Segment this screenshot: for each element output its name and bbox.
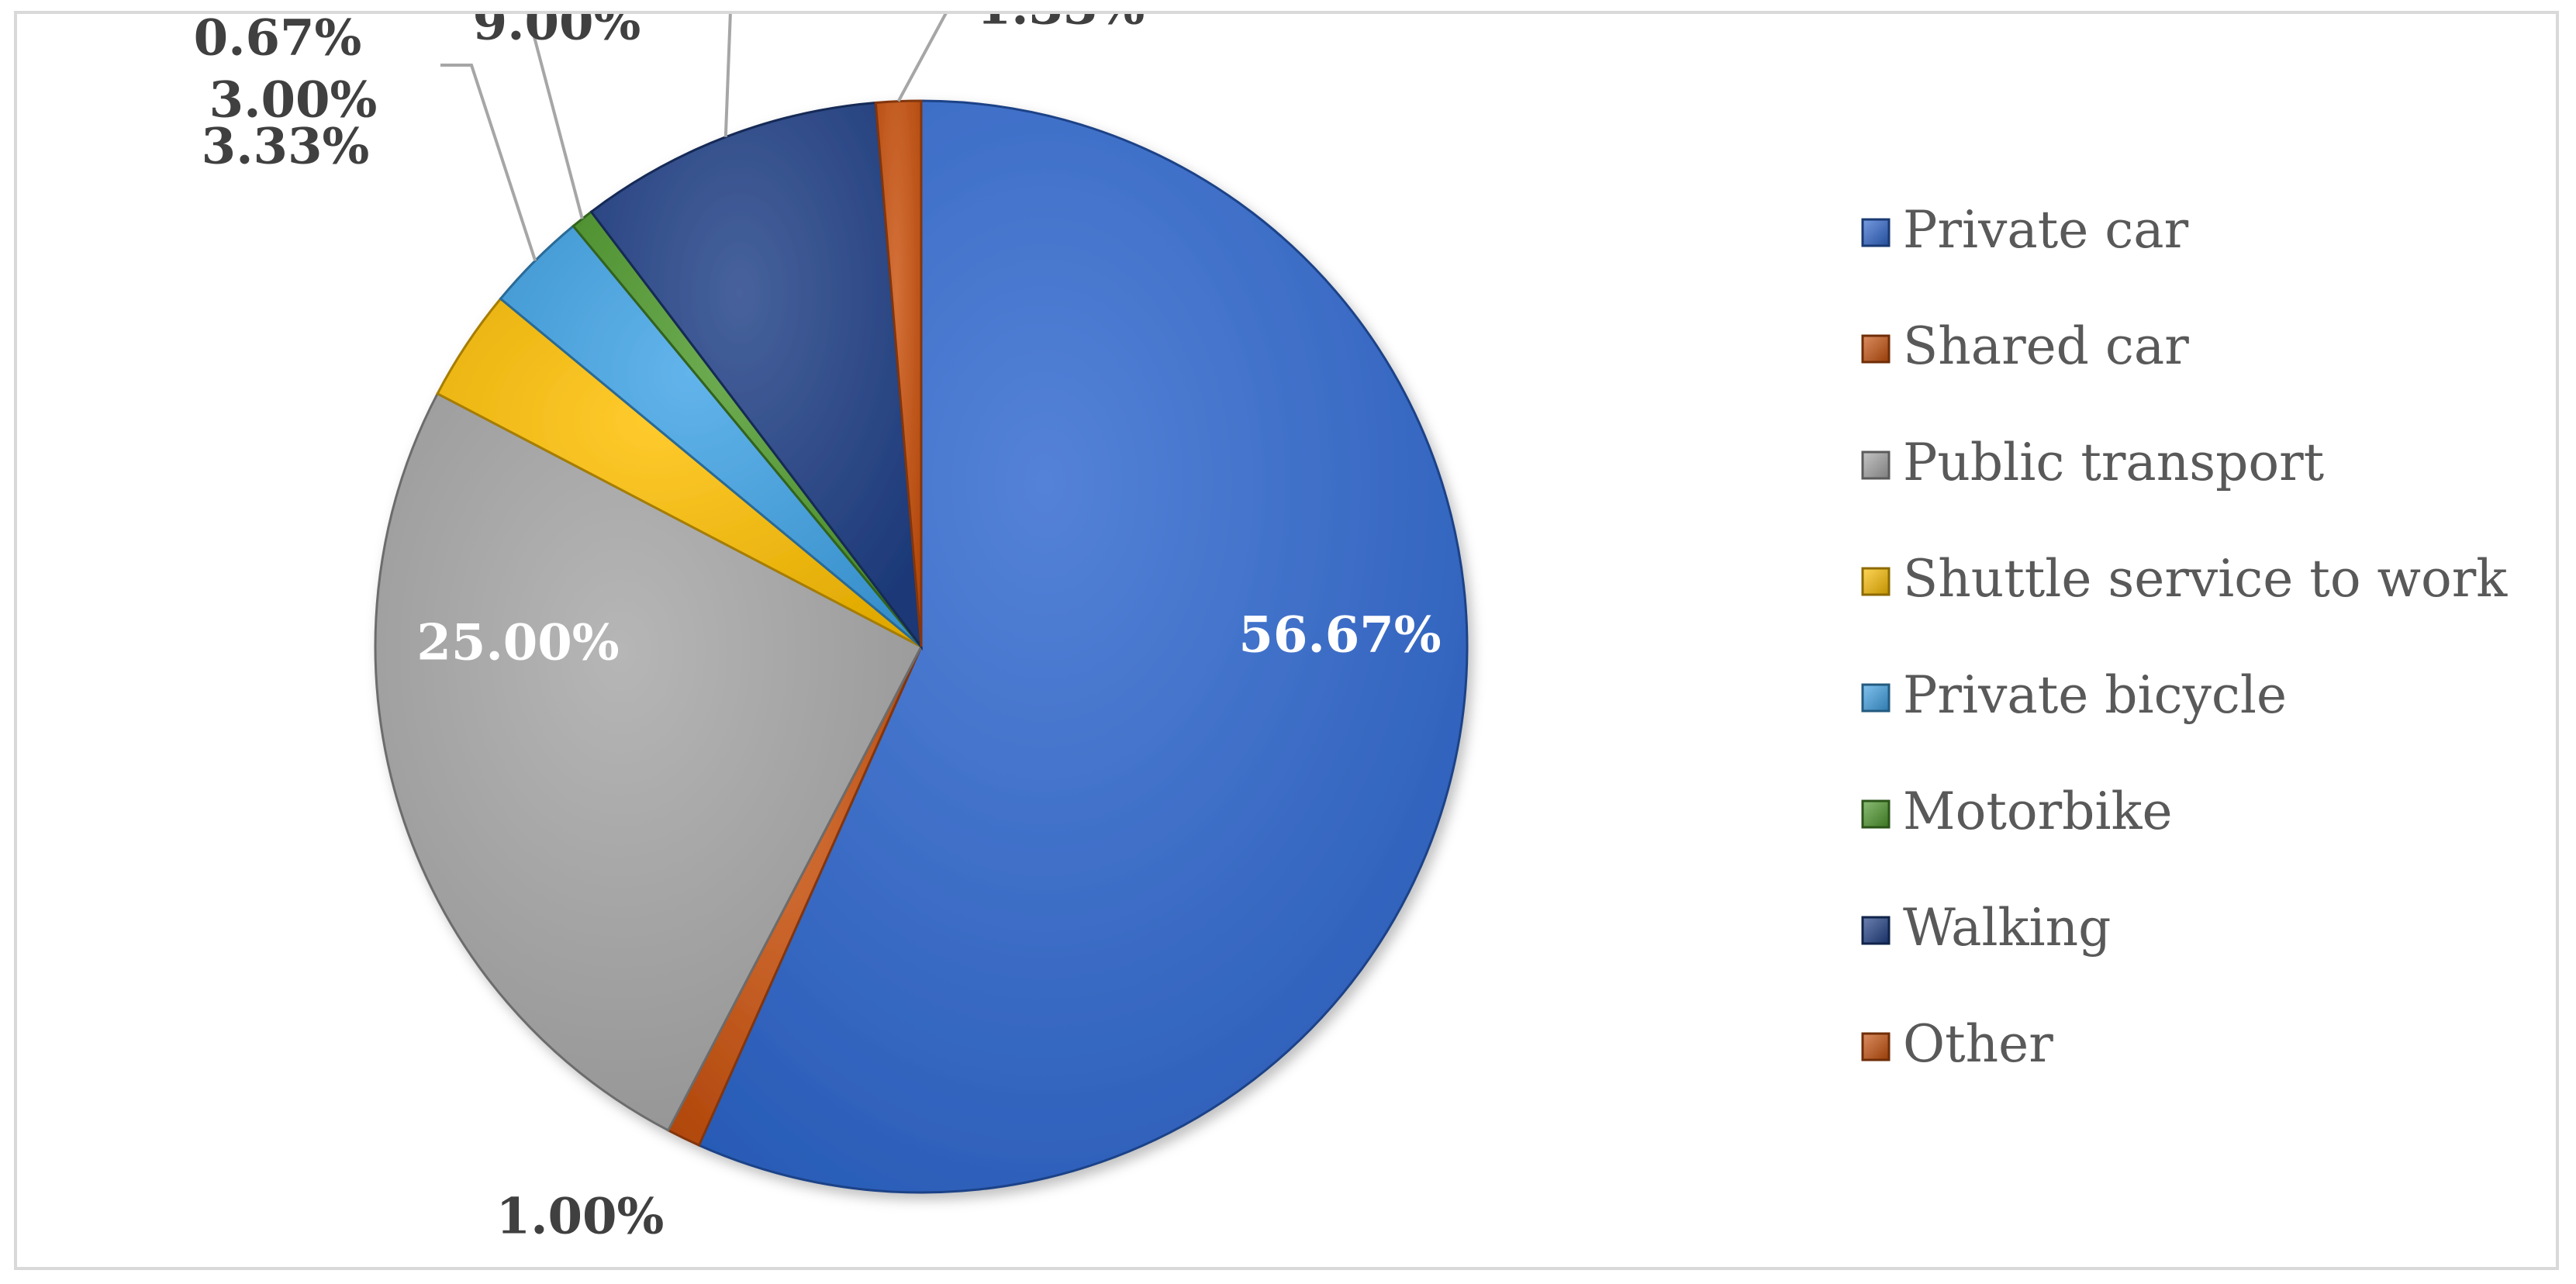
pie-slice-other [874,99,923,647]
legend-item-private-car: Private car [1861,200,2189,260]
leader-lines [440,14,948,261]
pie-slice-public-transport [374,392,924,1132]
legend-item-shared-car: Shared car [1861,316,2189,376]
data-label-other: 1.33% [977,14,1145,36]
pie-chart: 56.67% 1.00% 25.00% 3.33%3.00%0.67% 9.00% 1.3… [194,14,2508,1246]
legend-swatch-shuttle-service-to-work [1861,567,1891,596]
chart-frame: 56.67% 1.00% 25.00% 3.33%3.00%0.67% 9.00% 1.3… [14,11,2559,1270]
leader-line-walking [723,14,732,137]
data-label-motorbike: 0.67% [194,14,362,67]
pie-slice-walking [589,101,923,651]
legend-item-motorbike: Motorbike [1861,782,2173,841]
legend-item-public-transport: Public transport [1861,433,2324,492]
legend-swatch-public-transport [1861,450,1891,480]
leader-line-private-bicycle [440,64,537,261]
legend-item-private-bicycle: Private bicycle [1861,665,2287,725]
pie-slice-private-car [697,99,1469,1194]
legend-label-public-transport: Public transport [1903,433,2324,492]
legend-label-private-bicycle: Private bicycle [1903,665,2287,725]
legend-swatch-walking [1861,916,1891,945]
legend-label-other: Other [1903,1014,2053,1074]
legend-swatch-shared-car [1861,334,1891,364]
legend-label-shared-car: Shared car [1903,316,2189,376]
legend-swatch-motorbike [1861,799,1891,829]
pie-slices [374,99,1469,1194]
legend-item-walking: Walking [1861,898,2111,958]
data-label-shuttle-service-to-work: 3.33% [202,118,370,176]
data-label-walking: 9.00% [473,14,641,52]
legend-swatch-private-car [1861,218,1891,247]
legend-label-shuttle-service-to-work: Shuttle service to work [1903,549,2508,609]
legend-label-private-car: Private car [1903,200,2189,260]
legend: Private car Shared car Public transport Shu… [1861,200,2508,1074]
data-label-private-car: 56.67% [1238,606,1441,664]
legend-label-motorbike: Motorbike [1903,782,2173,841]
data-label-public-transport: 25.00% [416,614,619,672]
data-labels: 56.67% 1.00% 25.00% 3.33%3.00%0.67% 9.00% 1.3… [194,14,1442,1246]
data-label-shared-car: 1.00% [496,1188,665,1246]
legend-label-walking: Walking [1903,898,2111,958]
leader-line-motorbike [527,14,584,219]
legend-swatch-other [1861,1032,1891,1061]
leader-line-other [896,14,948,102]
legend-item-other: Other [1861,1014,2053,1074]
legend-item-shuttle-service-to-work: Shuttle service to work [1861,549,2508,609]
data-label-private-bicycle: 3.00% [209,71,378,129]
legend-swatch-private-bicycle [1861,683,1891,713]
